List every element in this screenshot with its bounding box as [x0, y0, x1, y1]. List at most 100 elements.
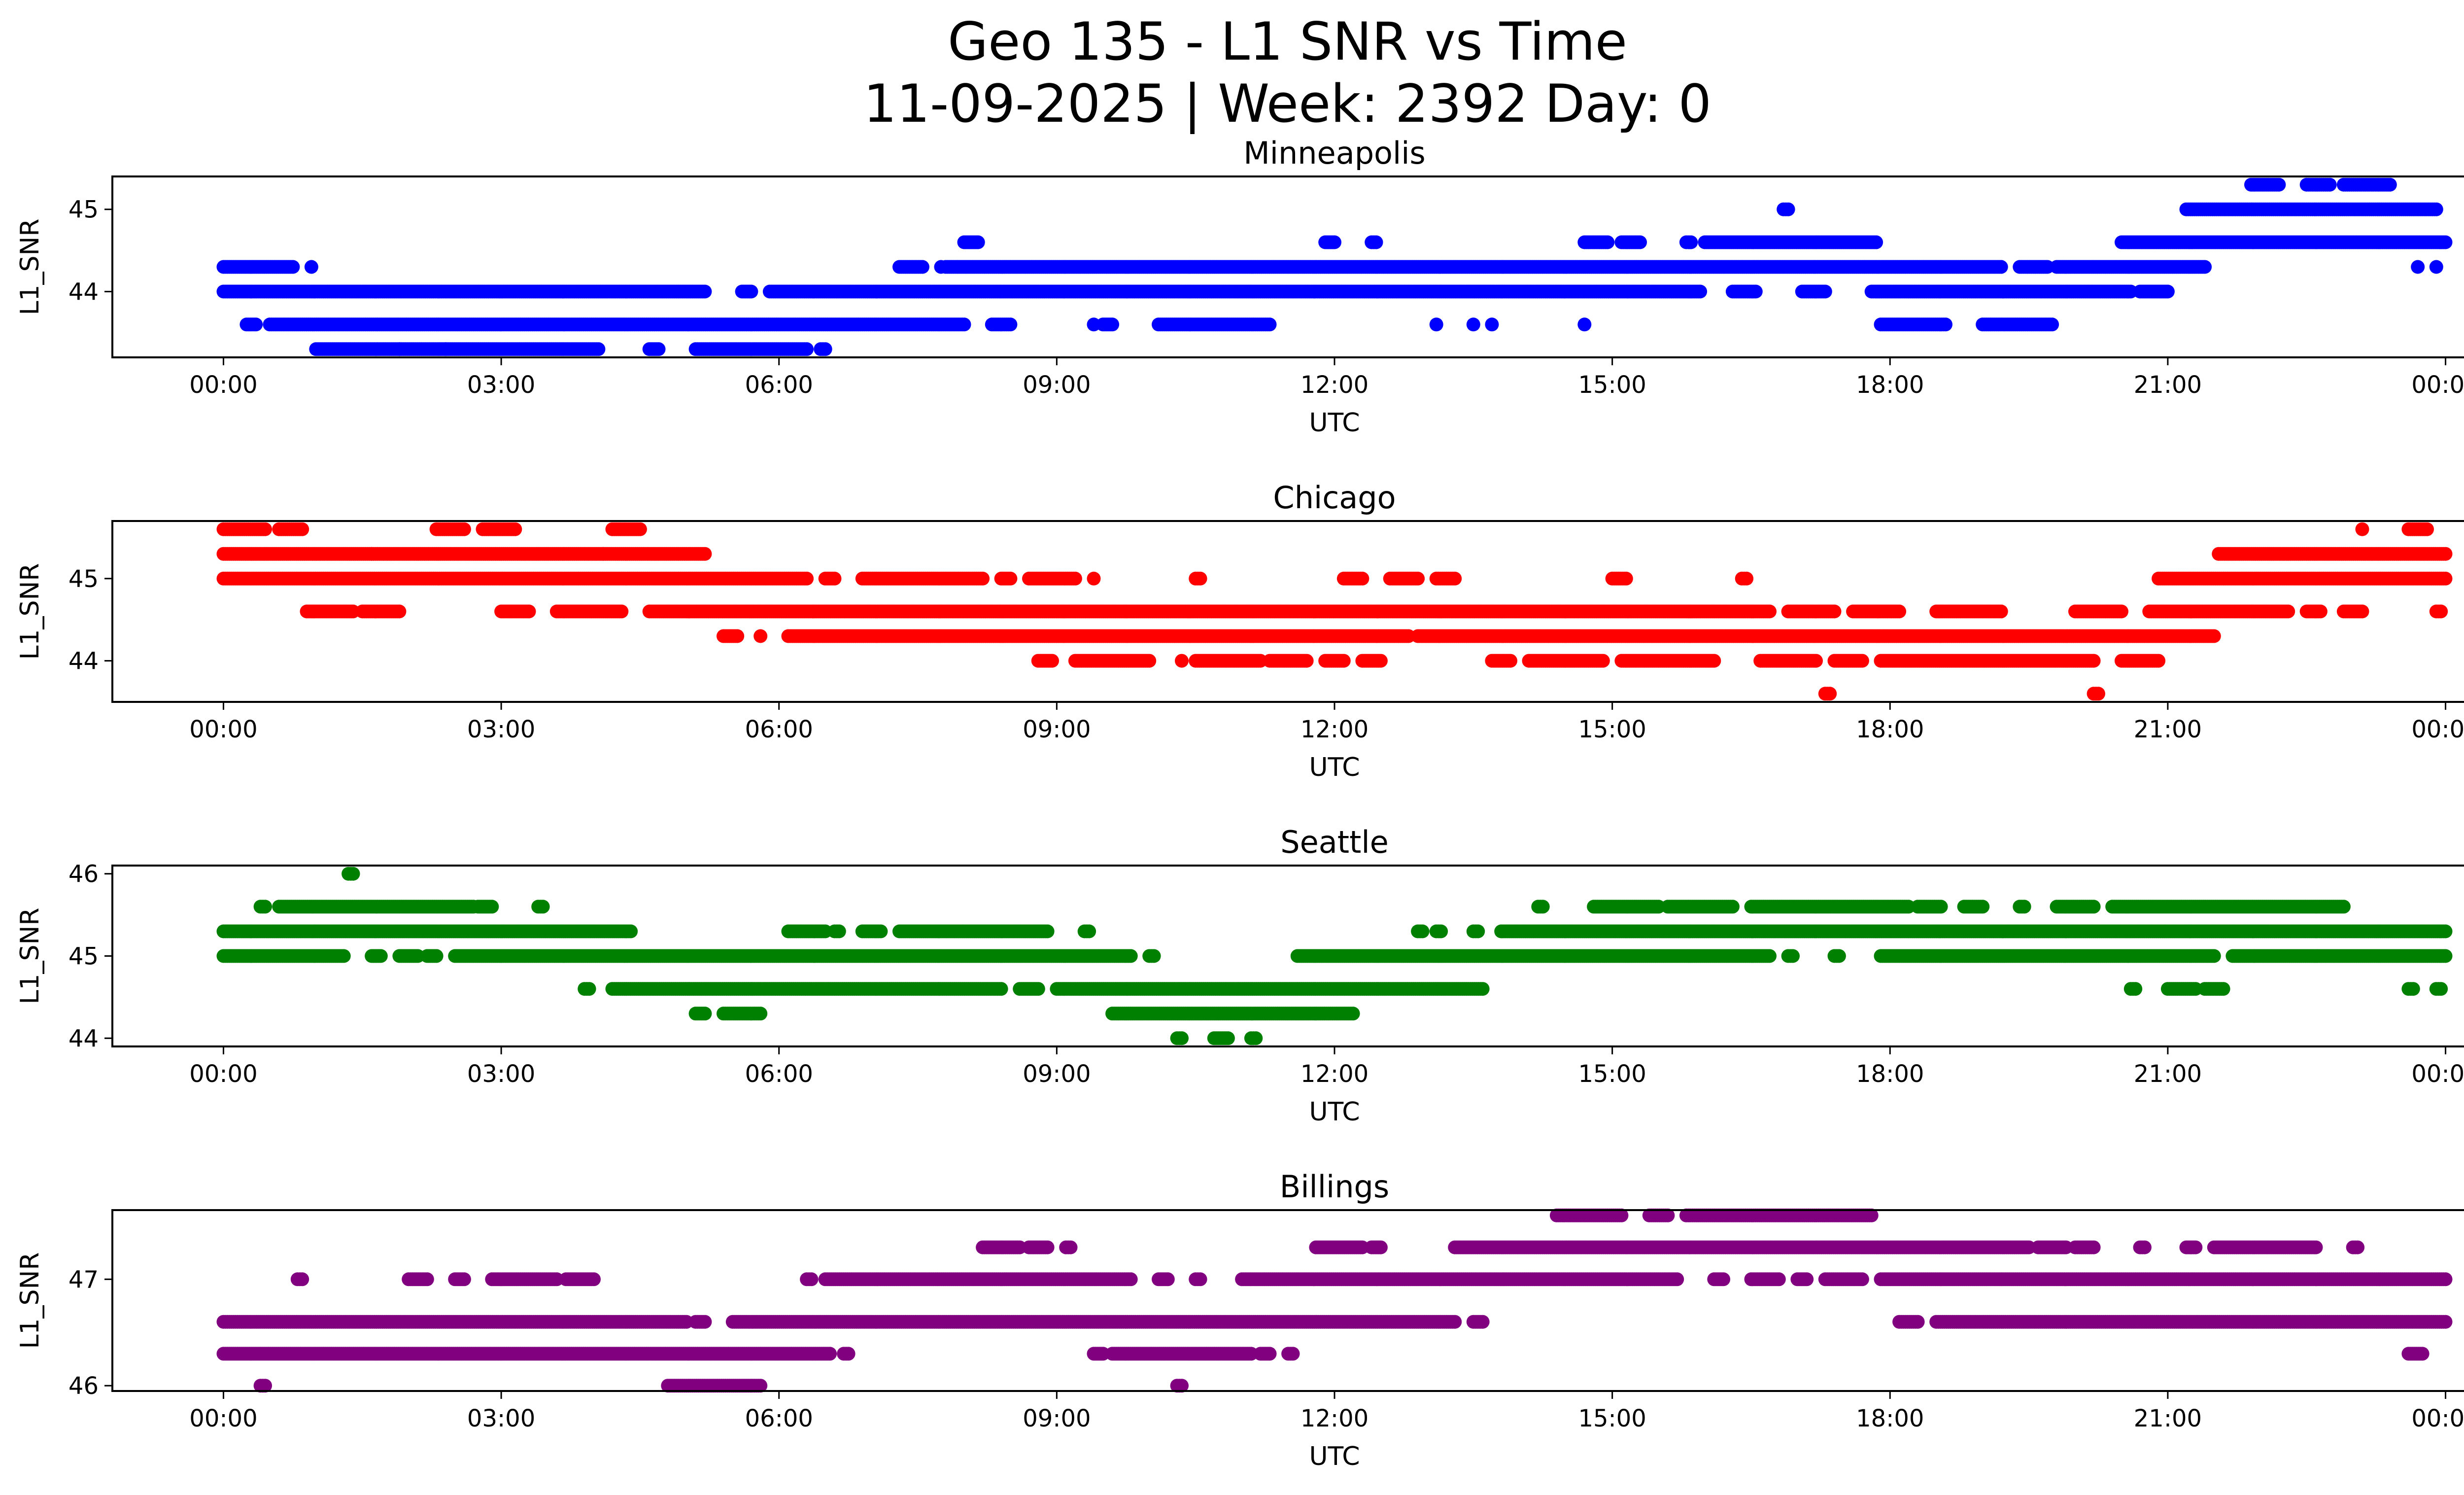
data-point [957, 317, 971, 332]
data-point [2272, 177, 2286, 192]
data-point [258, 522, 272, 536]
data-point [1748, 284, 1763, 299]
data-point [800, 342, 814, 356]
data-point [2313, 604, 2327, 619]
x-tick-label: 00:00 [2411, 371, 2464, 399]
data-point [249, 317, 263, 332]
data-point [439, 342, 453, 356]
subplot-title-minneapolis: Minneapolis [1243, 135, 1426, 171]
data-point [1869, 235, 1883, 249]
x-tick-label: 18:00 [1856, 371, 1924, 399]
data-point [800, 571, 814, 586]
x-tick-label: 21:00 [2134, 371, 2202, 399]
data-point [1619, 571, 1633, 586]
figure-title-line-2: 11-09-2025 | Week: 2392 Day: 0 [863, 73, 1711, 134]
subplot-minneapolis: Minneapolis 00:00 03:00 06:00 09:00 12:00 15:0… [15, 135, 2464, 438]
data-point [392, 342, 407, 356]
data-point [1263, 317, 1277, 332]
data-point [827, 571, 842, 586]
data-point [915, 260, 929, 274]
series-chicago [216, 522, 2453, 701]
data-point [818, 342, 832, 356]
data-point [2438, 571, 2453, 586]
data-point [1781, 202, 1795, 216]
data-point [295, 522, 309, 536]
data-point [698, 547, 712, 561]
data-point [508, 522, 522, 536]
data-point [2045, 317, 2059, 332]
data-point [1994, 260, 2008, 274]
x-tick-label: 15:00 [1578, 371, 1646, 399]
data-point [1818, 284, 1832, 299]
data-point [1763, 604, 1777, 619]
data-point [1827, 604, 1842, 619]
data-point [1328, 235, 1341, 249]
data-point [2420, 522, 2434, 536]
data-point [1684, 235, 1698, 249]
data-point [392, 604, 407, 619]
x-tick-label: 12:00 [1300, 371, 1369, 399]
data-point [2438, 235, 2453, 249]
data-point [1003, 317, 1018, 332]
x-tick-label: 06:00 [745, 371, 813, 399]
data-point [633, 522, 647, 536]
data-point [1466, 317, 1480, 332]
data-point [1485, 317, 1499, 332]
data-point [2429, 202, 2443, 216]
data-point [976, 571, 990, 586]
x-tick-label: 03:00 [467, 371, 535, 399]
data-point [1939, 317, 1952, 332]
data-point [2281, 604, 2295, 619]
data-point [2434, 604, 2448, 619]
data-point [1369, 235, 1383, 249]
data-point [2429, 260, 2443, 274]
subplot-title-chicago: Chicago [1273, 480, 1396, 516]
series-minneapolis [216, 177, 2453, 356]
y-tick-label: 45 [68, 196, 99, 224]
data-point [651, 342, 666, 356]
data-point [591, 342, 606, 356]
data-point [744, 284, 758, 299]
data-point [1601, 235, 1615, 249]
data-point [2198, 260, 2212, 274]
data-point [698, 284, 712, 299]
x-axis-label: UTC [1309, 408, 1360, 438]
data-point [304, 260, 318, 274]
data-point [2383, 177, 2397, 192]
data-point [2411, 260, 2425, 274]
data-point [1740, 571, 1754, 586]
data-point [1193, 571, 1207, 586]
data-point [2438, 547, 2453, 561]
data-point [522, 604, 536, 619]
data-point [1429, 317, 1443, 332]
data-point [1892, 604, 1907, 619]
data-point [730, 629, 745, 643]
data-point [934, 260, 948, 274]
data-point [971, 235, 985, 249]
data-point [1087, 317, 1101, 332]
data-point [2323, 177, 2337, 192]
y-axis-label: L1_SNR [15, 218, 45, 315]
data-point [1068, 571, 1082, 586]
data-point [2115, 604, 2128, 619]
data-point [1577, 317, 1592, 332]
data-point [1994, 604, 2008, 619]
data-point [1693, 284, 1708, 299]
data-point [1448, 571, 1462, 586]
data-point [1105, 317, 1120, 332]
data-point [286, 260, 300, 274]
x-tick-label: 09:00 [1023, 371, 1091, 399]
data-point [2355, 604, 2369, 619]
figure-title: Geo 135 - L1 SNR vs Time 11-09-2025 | We… [0, 11, 2464, 135]
data-point [1003, 571, 1018, 586]
data-point [457, 522, 471, 536]
y-tick-label: 44 [68, 278, 99, 306]
figure-title-line-1: Geo 135 - L1 SNR vs Time [947, 11, 1628, 72]
data-point [615, 604, 629, 619]
data-point [1411, 571, 1425, 586]
data-point [1355, 571, 1369, 586]
x-tick-label: 00:00 [189, 371, 257, 399]
data-point [1633, 235, 1647, 249]
